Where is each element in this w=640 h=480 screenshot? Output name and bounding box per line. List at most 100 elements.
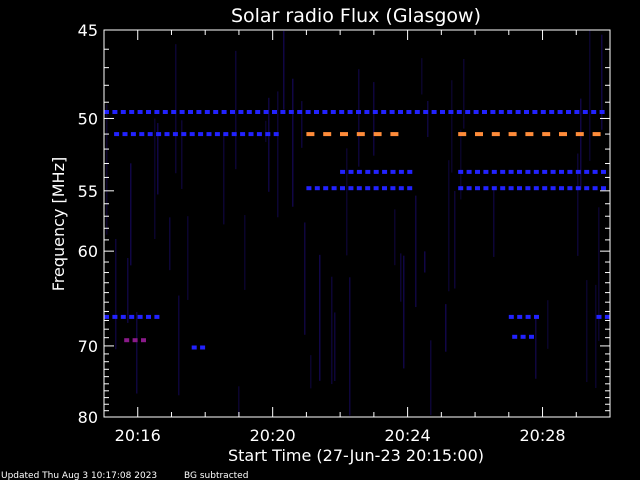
emission-segment [491, 186, 497, 191]
noise-streak [451, 80, 453, 173]
noise-streak [460, 129, 462, 200]
y-tick-label: 60 [78, 242, 98, 261]
emission-segment [559, 169, 564, 174]
emission-segment [129, 314, 135, 319]
emission-segment [458, 132, 467, 137]
noise-streak [175, 44, 177, 174]
noise-streak [277, 91, 279, 218]
emission-segment [482, 110, 487, 114]
emission-segment [517, 169, 522, 174]
emission-segment [213, 110, 219, 114]
emission-segment [599, 110, 605, 114]
noise-streak [577, 153, 579, 256]
emission-segment [596, 314, 602, 319]
emission-segment [483, 169, 489, 174]
emission-segment [154, 110, 160, 114]
emission-segment [508, 186, 514, 191]
emission-segment [137, 110, 143, 114]
noise-streak [349, 277, 351, 416]
emission-segment [305, 110, 311, 114]
emission-segment [265, 132, 271, 137]
noise-streak [106, 104, 108, 235]
emission-segment [141, 338, 146, 343]
emission-segment [280, 110, 286, 114]
noise-streak [136, 311, 138, 394]
noise-streak [535, 317, 537, 379]
noise-streak [319, 254, 321, 381]
y-tick-label: 50 [78, 109, 98, 128]
emission-segment [491, 132, 500, 137]
emission-segment [198, 132, 204, 137]
emission-segment [390, 132, 399, 137]
emission-segment [540, 110, 546, 114]
emission-segment [567, 186, 573, 191]
emission-segment [164, 132, 170, 137]
noise-streak [346, 148, 348, 256]
emission-segment [129, 110, 135, 114]
emission-segment [246, 110, 252, 114]
emission-segment [340, 186, 345, 191]
emission-segment [475, 132, 483, 137]
noise-streak [154, 118, 156, 240]
axis-ticks: 20:16 20:20 20:24 20:28 45 50 55 60 70 80 [78, 21, 611, 445]
emission-segment [524, 110, 529, 114]
emission-segment [389, 110, 395, 114]
emission-segment [407, 186, 413, 191]
emission-segment [132, 338, 138, 343]
emission-segment [591, 110, 597, 114]
emission-segment [104, 314, 109, 319]
noise-streak [403, 255, 405, 369]
emission-segment [525, 132, 534, 137]
noise-streak [394, 209, 396, 266]
noise-streak [310, 355, 312, 389]
emission-segment [512, 334, 518, 339]
emission-segment [331, 186, 337, 191]
emission-segment [382, 186, 387, 191]
noise-streak [283, 30, 285, 110]
footer-note: BG subtracted [184, 471, 248, 480]
emission-segment [104, 110, 109, 114]
emission-segment [532, 110, 538, 114]
noise-streak [445, 304, 447, 352]
emission-segment [601, 169, 606, 174]
emission-segment [567, 169, 573, 174]
emission-segment [238, 110, 244, 114]
emission-segment [483, 186, 489, 191]
emission-segment [458, 186, 464, 191]
emission-segment [340, 169, 346, 174]
footer-updated: Updated Thu Aug 3 10:17:08 2023 [1, 471, 157, 480]
emission-segment [179, 110, 185, 114]
emission-segment [491, 169, 497, 174]
emission-segment [204, 110, 210, 114]
noise-streak [331, 276, 333, 385]
emission-segment [263, 110, 269, 114]
emission-segment [498, 110, 504, 114]
emission-segment [542, 186, 548, 191]
emission-segment [533, 186, 539, 191]
emission-segment [533, 169, 539, 174]
noise-streak [178, 295, 180, 396]
emission-segment [458, 169, 464, 174]
emission-segment [574, 110, 580, 114]
emission-segment [584, 169, 590, 174]
emission-segment [112, 314, 118, 319]
emission-segment [356, 132, 365, 137]
emission-segment [306, 186, 312, 191]
emission-segment [196, 110, 202, 114]
emission-segment [373, 169, 379, 174]
plot-area [104, 30, 610, 416]
y-tick-label: 45 [78, 21, 98, 40]
emission-segment [146, 110, 151, 114]
noise-streak [187, 216, 189, 300]
emission-segment [200, 345, 206, 350]
emission-segment [356, 186, 362, 191]
emission-segment [248, 132, 254, 137]
emission-segment [365, 186, 371, 191]
noise-streak [334, 312, 336, 382]
emission-segment [550, 186, 556, 191]
noise-streak [169, 217, 171, 271]
emission-segment [323, 132, 332, 137]
emission-segment [273, 132, 279, 137]
noise-streak [448, 160, 450, 292]
